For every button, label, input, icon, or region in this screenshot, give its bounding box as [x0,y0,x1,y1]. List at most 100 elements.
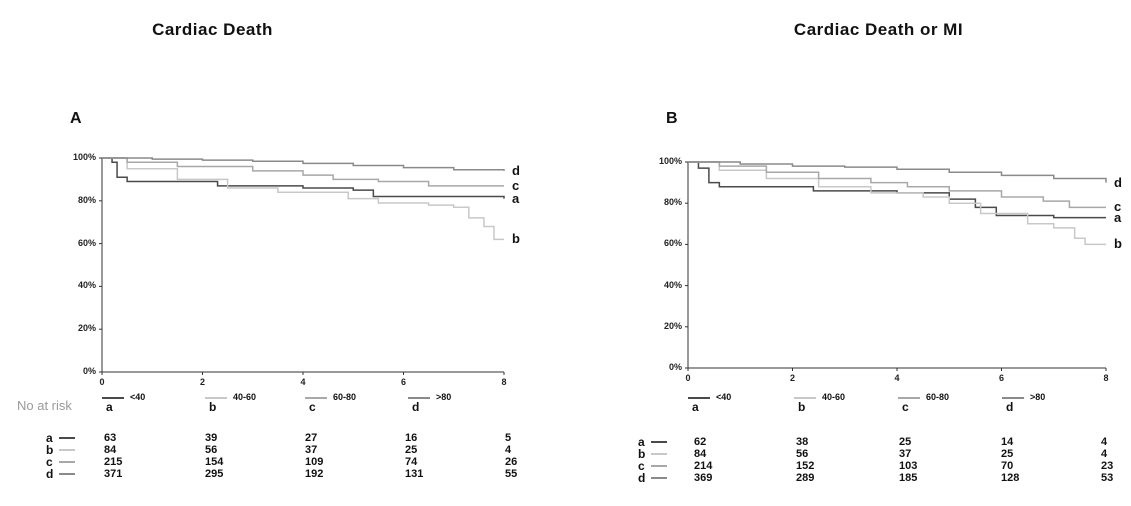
at-risk-value: 84 [104,444,117,456]
legend-swatch [1002,396,1024,399]
y-tick-label: 60% [663,238,682,249]
at-risk-row-label: b [638,447,646,461]
at-risk-row-a: a 63 39 27 16 5 [46,431,566,445]
at-risk-value: 4 [1101,436,1108,448]
x-tick-label: 6 [400,377,406,387]
at-risk-value: 56 [205,444,218,456]
chart-title: Cardiac Death or MI [793,20,964,39]
x-tick-label: 6 [998,373,1004,383]
legend-text: >80 [436,392,452,402]
legend-text: <40 [130,392,146,402]
at-risk-value: 84 [694,448,707,460]
legend-swatch [305,396,327,399]
legend-item-d: >80 d [408,392,452,414]
at-risk-value: 37 [305,444,318,456]
at-risk-value: 56 [796,448,809,460]
y-tick-label: 0% [668,362,682,372]
series-label-d: d [512,162,520,178]
legend-letter: c [902,400,909,414]
at-risk-value: 74 [405,456,418,468]
y-tick-label: 20% [77,323,96,334]
legend-item-d: >80 d [1002,392,1045,414]
km-plot-b [685,161,1107,371]
series-label-b: b [512,231,520,247]
at-risk-value: 38 [796,436,809,448]
legend-letter: d [412,400,420,414]
at-risk-value: 16 [405,432,418,444]
series-line-a [102,157,505,199]
at-risk-row-a: a 62 38 25 14 4 [638,435,1131,449]
y-tick-label: 0% [82,366,96,376]
legend-item-b: 40-60 b [794,392,846,414]
at-risk-title: No at risk [17,398,72,413]
at-risk-value: 152 [796,460,815,472]
at-risk-value: 25 [899,436,912,448]
at-risk-swatch [59,437,75,439]
at-risk-swatch [59,449,75,451]
legend-text: 40-60 [822,392,846,402]
at-risk-value: 4 [505,444,512,456]
at-risk-row-label: d [46,467,54,481]
legend-item-c: 60-80 c [898,392,949,414]
legend-swatch [898,396,920,399]
legend-text: <40 [716,392,732,402]
at-risk-swatch [651,465,667,467]
legend-item-c: 60-80 c [305,392,357,414]
at-risk-value: 103 [899,460,918,472]
legend-letter: c [309,400,316,414]
series-line-c [102,157,504,187]
y-tick-label: 80% [77,194,96,205]
x-tick-label: 4 [894,373,900,383]
at-risk-value: 55 [505,468,518,480]
panel-cardiac-death-or-mi: Cardiac Death or MI B 0 2 4 6 8 100% 80% 60% 40%… [566,0,1131,506]
at-risk-value: 23 [1101,460,1114,472]
at-risk-value: 53 [1101,472,1114,484]
panel-letter: A [70,110,82,127]
at-risk-row-b: b 84 56 37 25 4 [46,443,566,457]
at-risk-row-b: b 84 56 37 25 4 [638,447,1131,461]
y-tick-label: 80% [663,197,682,208]
series-label-c: c [512,177,520,193]
at-risk-value: 215 [104,456,123,468]
at-risk-value: 289 [796,472,815,484]
at-risk-row-c: c 214 152 103 70 23 [638,459,1131,473]
legend-text: 40-60 [233,392,257,402]
y-tick-label: 100% [658,156,682,166]
series-line-c [688,161,1106,209]
at-risk-value: 26 [505,456,518,468]
y-tick-label: 40% [77,280,96,291]
at-risk-row-c: c 215 154 109 74 26 [46,455,566,469]
at-risk-value: 63 [104,432,117,444]
y-tick-label: 20% [663,320,682,331]
legend-swatch [794,396,816,399]
legend-letter: b [798,400,806,414]
legend-letter: a [692,400,699,414]
x-tick-label: 8 [501,377,507,387]
legend-text: 60-80 [333,392,357,402]
y-tick-label: 100% [72,152,96,162]
at-risk-swatch [651,453,667,455]
series-line-d [688,161,1107,183]
at-risk-row-d: d 371 295 192 131 55 [46,467,566,481]
series-line-b [102,157,504,241]
km-plot-a [99,157,505,375]
at-risk-swatch [651,441,667,443]
x-tick-label: 8 [1103,373,1109,383]
at-risk-value: 62 [694,436,707,448]
at-risk-row-label: c [638,459,645,473]
x-tick-label: 2 [789,373,795,383]
x-tick-label: 0 [99,377,105,387]
at-risk-value: 131 [405,468,424,480]
at-risk-value: 39 [205,432,218,444]
at-risk-value: 70 [1001,460,1014,472]
legend-item-b: 40-60 b [205,392,257,414]
at-risk-swatch [59,473,75,475]
legend-swatch [102,396,124,399]
at-risk-value: 5 [505,432,512,444]
x-tick-label: 4 [300,377,306,387]
series-label-d: d [1114,174,1122,190]
at-risk-value: 4 [1101,448,1108,460]
x-tick-label: 2 [199,377,205,387]
panel-letter: B [666,110,678,127]
at-risk-value: 295 [205,468,224,480]
